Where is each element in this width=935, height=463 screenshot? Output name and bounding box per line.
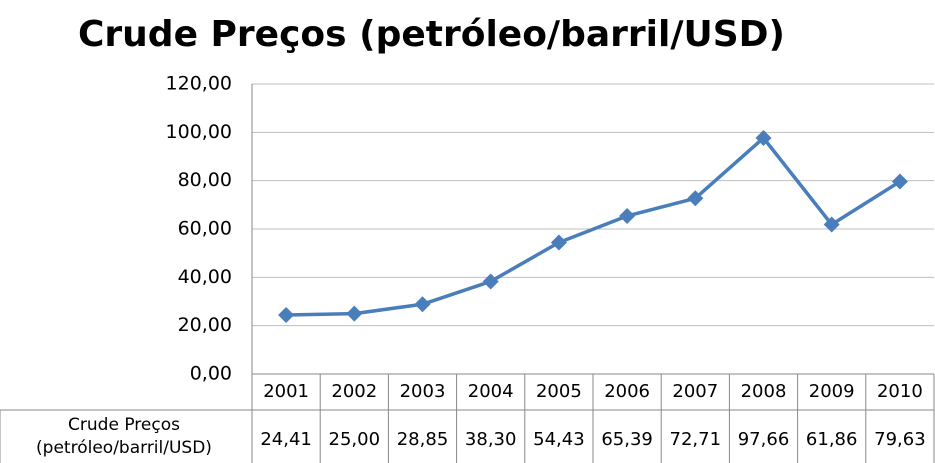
marker: [346, 305, 363, 322]
marker: [891, 173, 908, 190]
chart-title: Crude Preços (petróleo/barril/USD): [78, 14, 785, 55]
series-name: Crude Preços (petróleo/barril/USD): [36, 415, 212, 458]
y-tick-label: 120,00: [166, 73, 232, 95]
x-tick-label: 2004: [468, 381, 514, 402]
x-tick-label: 2006: [604, 381, 650, 402]
marker: [278, 307, 295, 324]
x-tick-label: 2010: [877, 381, 923, 402]
marker: [550, 234, 567, 251]
data-table-value: 61,86: [806, 429, 858, 450]
x-tick-label: 2003: [400, 381, 446, 402]
data-table-value: 65,39: [601, 429, 653, 450]
data-table-value: 25,00: [329, 429, 381, 450]
x-tick-label: 2008: [741, 381, 787, 402]
series-line: [286, 136, 901, 317]
marker: [823, 216, 840, 233]
y-tick-label: 100,00: [166, 121, 232, 143]
data-table-value: 97,66: [738, 429, 790, 450]
x-tick-label: 2007: [672, 381, 718, 402]
y-tick-label: 40,00: [178, 266, 232, 288]
x-tick-label: 2009: [809, 381, 855, 402]
y-tick-label: 0,00: [190, 363, 232, 385]
x-tick-label: 2005: [536, 381, 582, 402]
data-table-value: 54,43: [533, 429, 585, 450]
data-table-value: 79,63: [874, 429, 926, 450]
data-table-value: 72,71: [670, 429, 722, 450]
x-tick-label: 2001: [263, 381, 309, 402]
x-tick-label: 2002: [331, 381, 377, 402]
marker: [687, 190, 704, 207]
y-tick-label: 60,00: [178, 218, 232, 240]
data-table-value: 38,30: [465, 429, 517, 450]
data-table-value: 28,85: [397, 429, 449, 450]
marker: [414, 296, 431, 313]
data-table-value: 24,41: [260, 429, 312, 450]
y-tick-label: 20,00: [178, 314, 232, 336]
y-tick-label: 80,00: [178, 169, 232, 191]
marker: [619, 207, 636, 224]
marker: [755, 129, 772, 146]
marker: [482, 273, 499, 290]
